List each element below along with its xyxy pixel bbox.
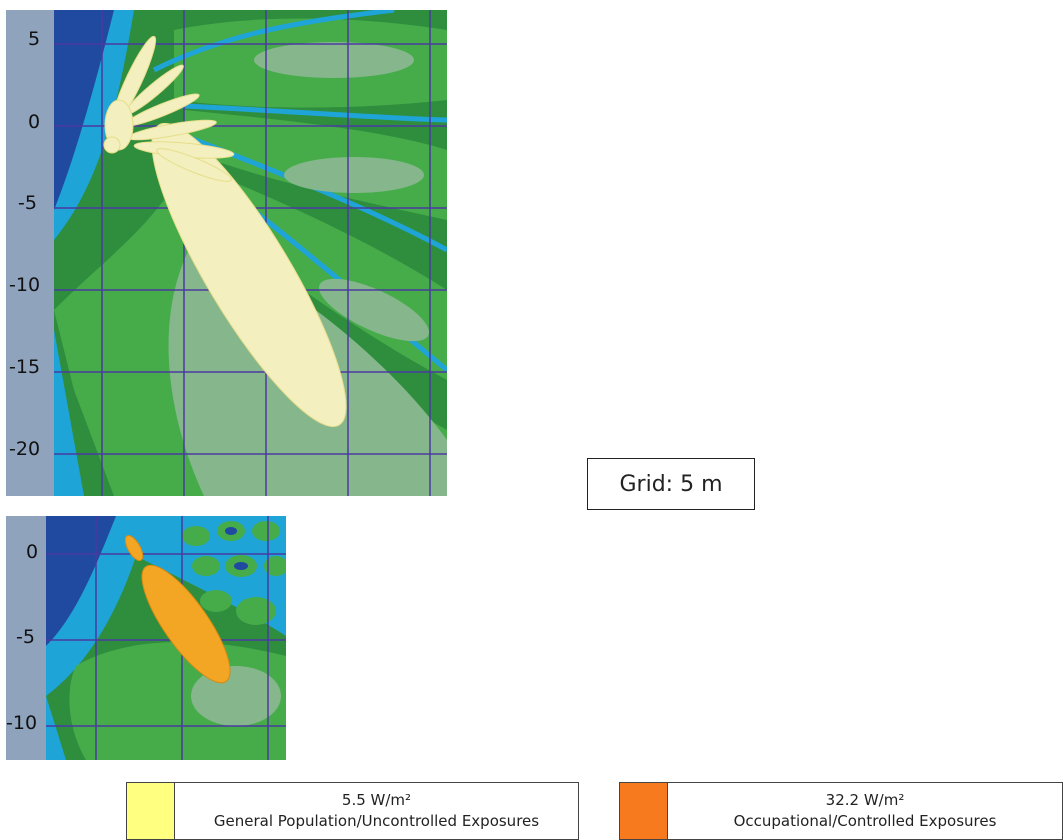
bottom-y-tick: -10 — [6, 712, 38, 734]
legend-value-occupational: 32.2 W/m² — [825, 791, 905, 809]
bottom-field-plot — [46, 516, 286, 760]
bottom-y-tick: -5 — [16, 626, 35, 648]
bottom-exposure-panel: 0 -5 -10 — [6, 516, 286, 760]
top-y-tick: -5 — [18, 192, 37, 214]
legend-general-population: 5.5 W/m² General Population/Uncontrolled… — [126, 782, 579, 840]
legend-value-general: 5.5 W/m² — [341, 791, 412, 809]
legend-swatch-occupational — [620, 783, 668, 839]
top-y-tick: 0 — [28, 111, 41, 133]
top-y-tick: -20 — [9, 438, 41, 460]
bottom-y-axis-strip — [6, 516, 46, 760]
top-field-plot — [54, 10, 447, 496]
top-field-map — [54, 10, 447, 496]
bottom-y-tick: 0 — [26, 541, 39, 563]
grid-size-label: Grid: 5 m — [587, 458, 755, 510]
top-y-tick: -15 — [9, 356, 41, 378]
bottom-field-map — [46, 516, 286, 760]
top-exposure-panel: 5 0 -5 -10 -15 -20 — [6, 10, 447, 496]
legend-occupational: 32.2 W/m² Occupational/Controlled Exposu… — [619, 782, 1063, 840]
legend-swatch-general — [127, 783, 175, 839]
occupational-exposure-beam — [124, 535, 231, 684]
legend-label-occupational: Occupational/Controlled Exposures — [733, 812, 997, 830]
top-y-tick: 5 — [28, 28, 41, 50]
top-y-tick: -10 — [9, 274, 41, 296]
legend-label-general: General Population/Uncontrolled Exposure… — [213, 812, 540, 830]
top-y-axis-strip — [6, 10, 54, 496]
general-exposure-beam — [103, 35, 347, 428]
